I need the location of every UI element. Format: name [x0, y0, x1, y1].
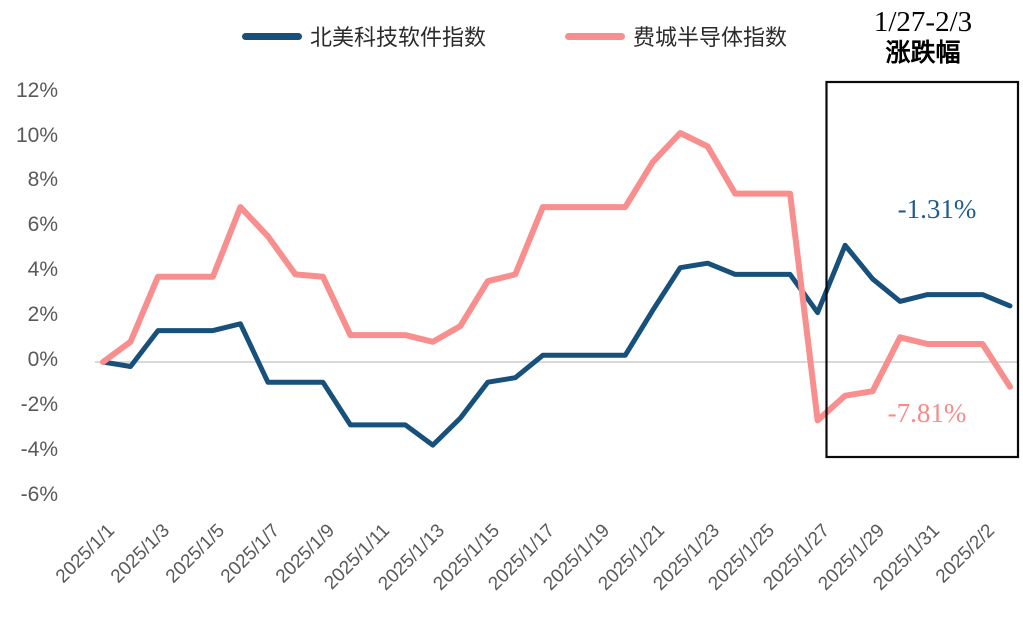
y-tick-label: -6%: [20, 482, 58, 506]
annotation-box-title: 1/27-2/3 涨跌幅: [833, 6, 1013, 69]
legend-line-swatch-blue: [242, 32, 302, 40]
legend-label: 费城半导体指数: [633, 25, 788, 50]
annotation-box: [825, 80, 1020, 459]
y-tick-label: 8%: [27, 168, 58, 192]
y-tick-label: 6%: [27, 213, 58, 237]
y-tick-label: -2%: [20, 392, 58, 416]
legend-item-semiconductor-index: 费城半导体指数: [565, 20, 787, 52]
annotation-value-semiconductor-change: -7.81%: [887, 398, 967, 428]
legend-line-swatch-pink: [565, 32, 625, 40]
legend-item-software-index: 北美科技软件指数: [242, 20, 486, 52]
y-tick-label: -4%: [20, 437, 58, 461]
y-tick-label: 12%: [15, 78, 58, 102]
y-tick-label: 2%: [27, 303, 58, 327]
series-line-semiconductor: [100, 130, 1013, 424]
y-tick-label: 0%: [27, 348, 58, 371]
annotation-title-range: 1/27-2/3: [873, 6, 973, 38]
annotation-value-software-change: -1.31%: [897, 194, 977, 224]
legend-label: 北美科技软件指数: [310, 25, 487, 50]
y-tick-label: 10%: [15, 123, 58, 147]
annotation-title-text: 涨跌幅: [885, 40, 961, 67]
series-line-software: [100, 242, 1013, 448]
y-tick-label: 4%: [27, 258, 58, 282]
